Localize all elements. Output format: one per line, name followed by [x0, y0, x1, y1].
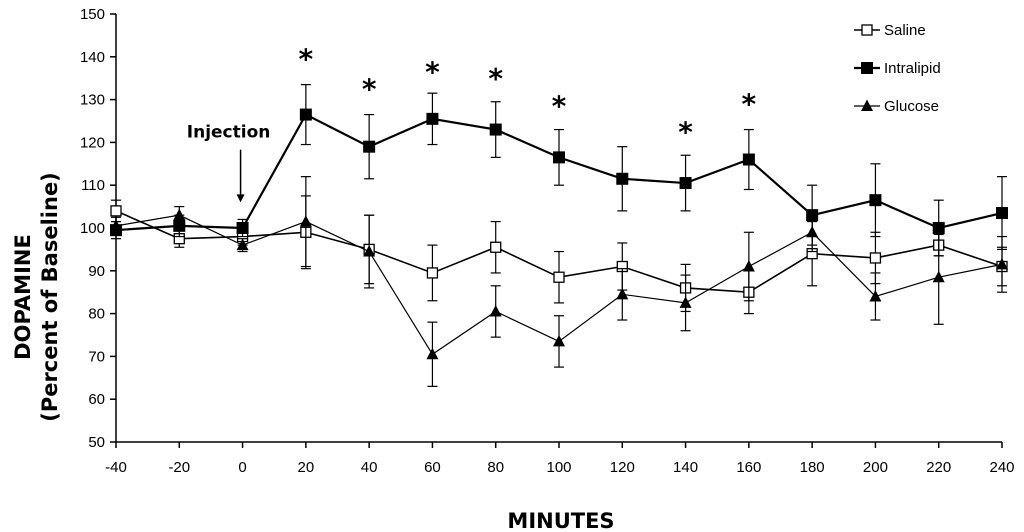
glucose-point — [110, 219, 122, 231]
significance-markers: * * * * * * * — [299, 43, 757, 149]
glucose-point — [742, 260, 755, 272]
significance-star: * — [552, 90, 567, 123]
injection-arrow-head — [236, 194, 245, 203]
intralipid-point — [679, 177, 692, 190]
y-tick-label: 110 — [81, 177, 105, 194]
y-tick-label: 140 — [80, 49, 105, 66]
glucose-point — [616, 287, 629, 300]
significance-star: * — [488, 62, 503, 95]
injection-annotation: Injection — [187, 123, 271, 203]
legend-item-intralipid: Intralipid — [854, 60, 941, 77]
intralipid-point — [299, 108, 312, 121]
glucose-point — [426, 347, 439, 360]
injection-label: Injection — [187, 123, 271, 143]
y-tick-label: 150 — [80, 6, 105, 23]
glucose-point — [299, 215, 312, 227]
intralipid-point — [996, 207, 1008, 220]
saline-point — [553, 271, 565, 283]
saline-point — [490, 241, 502, 253]
series-intralipid — [110, 84, 1008, 257]
y-tick-label: 100 — [80, 220, 105, 237]
intralipid-point — [553, 151, 565, 164]
x-tick-label: -20 — [168, 459, 190, 476]
y-axis-title-line1: DOPAMINE — [11, 234, 35, 360]
x-tick-label: 100 — [546, 459, 571, 476]
intralipid-point — [363, 140, 376, 153]
legend-marker — [861, 99, 873, 111]
glucose-point — [173, 208, 186, 221]
x-axis-ticks: -40 -20 0 20 40 60 80 100 120 140 160 180 200 220 240 — [105, 442, 1015, 476]
x-tick-label: 0 — [238, 459, 246, 476]
legend-label: Intralipid — [884, 60, 941, 77]
series-layer — [110, 84, 1008, 387]
axes — [115, 14, 1002, 443]
x-tick-label: 60 — [424, 459, 441, 476]
series-glucose — [110, 176, 1008, 387]
y-tick-label: 50 — [88, 434, 105, 451]
y-tick-label: 130 — [80, 92, 105, 109]
intralipid-point — [616, 172, 629, 185]
intralipid-point — [742, 153, 755, 166]
significance-star: * — [678, 115, 693, 148]
x-tick-label: 200 — [863, 459, 888, 476]
glucose-point — [932, 270, 945, 283]
y-tick-label: 120 — [80, 134, 105, 151]
y-axis-title-line2: (Percent of Baseline) — [38, 172, 62, 422]
x-tick-label: -40 — [105, 459, 127, 476]
x-tick-label: 220 — [926, 459, 951, 476]
glucose-point — [236, 238, 249, 251]
y-axis-title-group: DOPAMINE (Percent of Baseline) — [11, 172, 62, 422]
legend-marker — [861, 24, 873, 36]
x-tick-label: 20 — [298, 459, 315, 476]
x-tick-label: 180 — [800, 459, 825, 476]
legend: Saline Intralipid Glucose — [854, 22, 941, 115]
glucose-point — [996, 257, 1008, 270]
x-tick-label: 120 — [610, 459, 635, 476]
y-tick-label: 60 — [88, 391, 105, 408]
y-tick-label: 90 — [88, 263, 105, 280]
glucose-point — [363, 245, 376, 257]
intralipid-point — [236, 222, 249, 234]
glucose-point — [806, 225, 819, 238]
x-tick-label: 240 — [989, 459, 1014, 476]
significance-star: * — [425, 56, 440, 89]
saline-point — [869, 252, 882, 264]
significance-star: * — [742, 88, 757, 121]
saline-point — [426, 267, 439, 279]
glucose-point — [679, 296, 692, 308]
y-axis-ticks: 50 60 70 80 90 100 110 120 130 140 150 — [80, 6, 116, 451]
x-tick-label: 40 — [361, 459, 378, 476]
legend-item-saline: Saline — [854, 22, 926, 39]
legend-item-glucose: Glucose — [854, 98, 939, 115]
intralipid-point — [426, 112, 439, 125]
intralipid-point — [489, 123, 502, 136]
legend-label: Glucose — [884, 98, 939, 115]
x-axis-title: MINUTES — [507, 509, 614, 532]
y-tick-label: 70 — [88, 348, 105, 365]
legend-marker — [861, 62, 873, 74]
saline-point — [110, 205, 122, 217]
glucose-point — [869, 289, 882, 302]
x-tick-label: 160 — [736, 459, 761, 476]
significance-star: * — [299, 43, 314, 76]
intralipid-point — [869, 194, 882, 207]
legend-label: Saline — [884, 22, 926, 39]
glucose-point — [553, 334, 565, 347]
x-tick-label: 140 — [673, 459, 698, 476]
x-tick-label: 80 — [487, 459, 504, 476]
glucose-point — [489, 304, 502, 317]
significance-star: * — [362, 73, 377, 106]
y-tick-label: 80 — [88, 306, 105, 323]
